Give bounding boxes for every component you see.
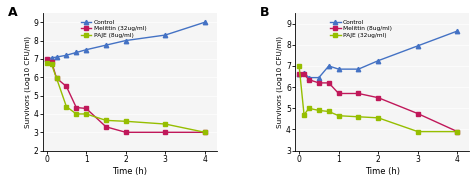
Melittin (32ug/ml) bbox=[83, 107, 89, 110]
Legend: Control, Melittin (32ug/ml), PAJE (8ug/ml): Control, Melittin (32ug/ml), PAJE (8ug/m… bbox=[80, 19, 148, 39]
PAJE (32ug/ml) bbox=[306, 107, 312, 109]
Line: Melittin (32ug/ml): Melittin (32ug/ml) bbox=[45, 57, 207, 134]
Melittin (8ug/ml) bbox=[316, 82, 322, 84]
PAJE (8ug/ml) bbox=[73, 113, 79, 115]
Control bbox=[306, 76, 312, 79]
Control bbox=[316, 76, 322, 79]
PAJE (8ug/ml) bbox=[123, 120, 128, 122]
PAJE (8ug/ml) bbox=[44, 61, 49, 64]
PAJE (32ug/ml) bbox=[375, 117, 381, 119]
PAJE (8ug/ml) bbox=[54, 77, 59, 79]
PAJE (8ug/ml) bbox=[103, 119, 109, 121]
Melittin (32ug/ml) bbox=[49, 60, 55, 63]
Control bbox=[163, 34, 168, 36]
Line: PAJE (8ug/ml): PAJE (8ug/ml) bbox=[45, 60, 207, 134]
PAJE (32ug/ml) bbox=[415, 131, 420, 133]
Control bbox=[49, 57, 55, 59]
Melittin (8ug/ml) bbox=[455, 131, 460, 133]
Control bbox=[415, 45, 420, 47]
Melittin (8ug/ml) bbox=[336, 92, 341, 95]
PAJE (32ug/ml) bbox=[356, 116, 361, 118]
PAJE (32ug/ml) bbox=[326, 110, 332, 113]
PAJE (32ug/ml) bbox=[336, 115, 341, 117]
Melittin (8ug/ml) bbox=[296, 73, 302, 76]
Legend: Control, Melittin (8ug/ml), PAJE (32ug/ml): Control, Melittin (8ug/ml), PAJE (32ug/m… bbox=[329, 19, 393, 39]
Control bbox=[103, 44, 109, 46]
Control bbox=[375, 60, 381, 62]
Control bbox=[54, 56, 59, 58]
Control bbox=[336, 68, 341, 70]
X-axis label: Time (h): Time (h) bbox=[365, 167, 400, 176]
Line: Melittin (8ug/ml): Melittin (8ug/ml) bbox=[297, 72, 460, 134]
Melittin (32ug/ml) bbox=[163, 131, 168, 133]
Melittin (8ug/ml) bbox=[301, 73, 307, 76]
Melittin (32ug/ml) bbox=[44, 58, 49, 60]
X-axis label: Time (h): Time (h) bbox=[112, 167, 147, 176]
Melittin (8ug/ml) bbox=[306, 79, 312, 81]
Melittin (32ug/ml) bbox=[73, 106, 79, 109]
Y-axis label: Survivors (Log10 CFU/ml): Survivors (Log10 CFU/ml) bbox=[24, 36, 31, 128]
Melittin (32ug/ml) bbox=[103, 126, 109, 128]
Melittin (8ug/ml) bbox=[375, 97, 381, 99]
PAJE (8ug/ml) bbox=[64, 105, 69, 108]
Text: B: B bbox=[260, 6, 270, 19]
Control bbox=[83, 49, 89, 51]
PAJE (8ug/ml) bbox=[49, 63, 55, 65]
Melittin (32ug/ml) bbox=[64, 85, 69, 88]
Control bbox=[123, 39, 128, 42]
Line: PAJE (32ug/ml): PAJE (32ug/ml) bbox=[297, 64, 460, 134]
PAJE (32ug/ml) bbox=[455, 131, 460, 133]
Control bbox=[326, 65, 332, 67]
Melittin (32ug/ml) bbox=[54, 77, 59, 79]
Control bbox=[455, 30, 460, 32]
Melittin (32ug/ml) bbox=[123, 131, 128, 133]
Control bbox=[44, 58, 49, 60]
Melittin (8ug/ml) bbox=[415, 113, 420, 115]
Control bbox=[73, 51, 79, 54]
Text: A: A bbox=[8, 6, 18, 19]
Melittin (8ug/ml) bbox=[326, 82, 332, 84]
PAJE (32ug/ml) bbox=[301, 113, 307, 116]
Y-axis label: Survivors (Log10 CFU/ml): Survivors (Log10 CFU/ml) bbox=[277, 36, 283, 128]
PAJE (8ug/ml) bbox=[83, 113, 89, 115]
Line: Control: Control bbox=[45, 20, 207, 61]
Control bbox=[202, 21, 208, 23]
Melittin (32ug/ml) bbox=[202, 131, 208, 133]
Control bbox=[64, 54, 69, 56]
PAJE (8ug/ml) bbox=[202, 131, 208, 133]
PAJE (32ug/ml) bbox=[296, 65, 302, 67]
Melittin (8ug/ml) bbox=[356, 92, 361, 95]
Line: Control: Control bbox=[297, 29, 460, 80]
Control bbox=[356, 68, 361, 70]
PAJE (32ug/ml) bbox=[316, 109, 322, 112]
PAJE (8ug/ml) bbox=[163, 123, 168, 125]
Control bbox=[301, 72, 307, 74]
Control bbox=[296, 73, 302, 76]
